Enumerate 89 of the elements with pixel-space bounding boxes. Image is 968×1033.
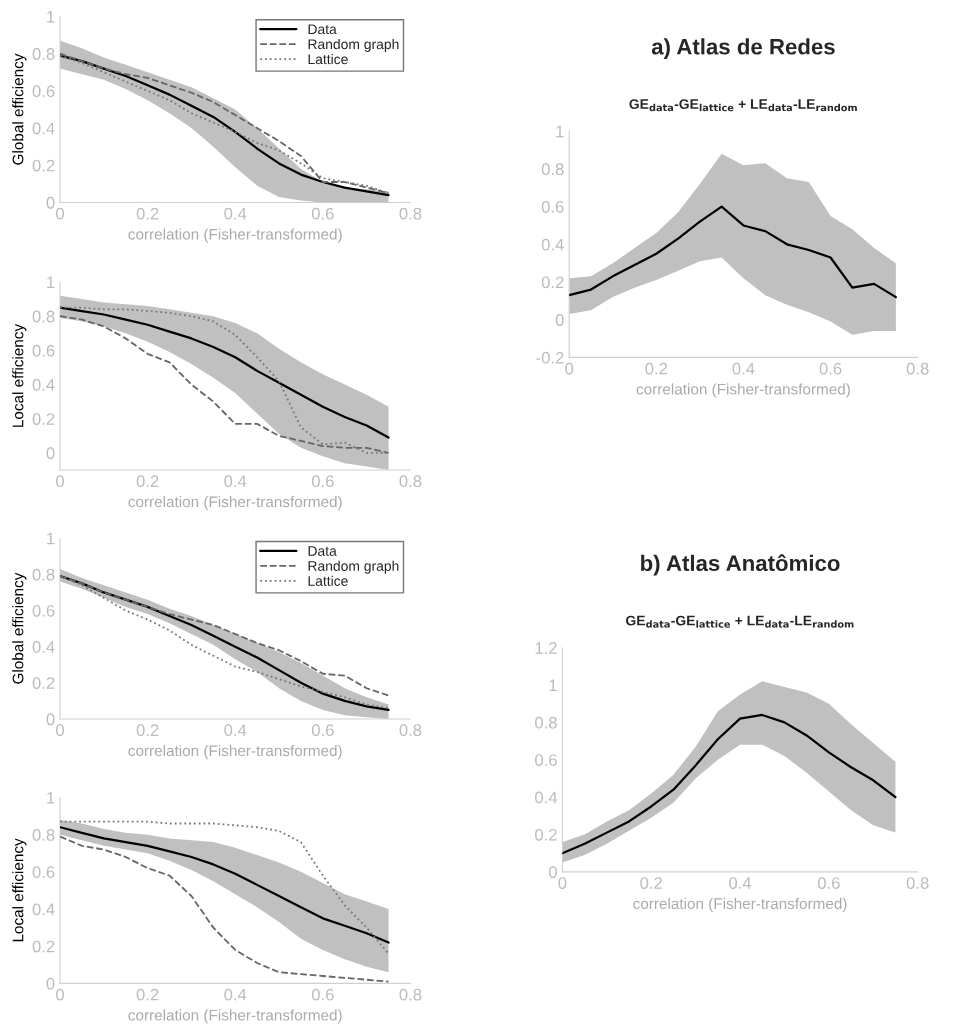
legend-label: Data — [308, 24, 337, 35]
x-tick-label: 0.4 — [729, 877, 752, 889]
x-tick-label: 0 — [565, 362, 574, 375]
y-tick-label: 1.2 — [535, 642, 557, 654]
x-axis-title: correlation (Fisher-transformed) — [128, 744, 342, 760]
x-tick-label: 0.6 — [311, 475, 334, 488]
x-tick-label: 0.6 — [817, 877, 840, 889]
y-tick-label: 0 — [46, 713, 55, 726]
y-tick-label: 0 — [548, 866, 557, 879]
y-tick-label: 0.4 — [32, 641, 55, 653]
y-tick-label: 0.6 — [32, 604, 55, 617]
legend-label: Data — [308, 546, 337, 556]
x-axis-title: correlation (Fisher-transformed) — [636, 383, 850, 398]
x-tick-label: 0.8 — [906, 877, 929, 889]
x-axis-title: correlation (Fisher-transformed) — [128, 228, 342, 243]
x-tick-label: 0.6 — [311, 207, 334, 220]
x-tick-label: 0.2 — [136, 724, 159, 737]
x-tick-label: 0 — [56, 988, 64, 1001]
y-tick-label: -0.2 — [536, 351, 564, 364]
y-tick-label: 1 — [556, 125, 564, 138]
x-tick-label: 0.8 — [906, 362, 929, 375]
y-tick-label: 1 — [47, 532, 55, 545]
chart-subtitle: GE$_{data}$-GE$_{lattice}$ + LE$_{data}$-LE$_{random}$ — [629, 99, 857, 112]
y-tick-label: 0.6 — [535, 754, 557, 766]
x-axis-title: correlation (Fisher-transformed) — [633, 897, 847, 913]
chart-title: a) Atlas de Redes — [651, 38, 835, 59]
x-tick-label: 0.8 — [399, 724, 422, 737]
y-tick-label: 0.2 — [541, 276, 564, 289]
x-tick-label: 0.4 — [224, 724, 247, 737]
y-axis-title: Global efficiency — [12, 53, 27, 165]
y-axis-title: Global efficiency — [12, 572, 27, 684]
y-tick-label: 0.8 — [32, 48, 55, 60]
x-tick-label: 0.4 — [224, 207, 247, 220]
x-axis-title: correlation (Fisher-transformed) — [128, 1009, 342, 1024]
legend-label: Lattice — [308, 53, 348, 65]
y-tick-label: 0.2 — [32, 677, 55, 690]
y-tick-label: 0.6 — [32, 344, 55, 357]
y-tick-label: 0 — [46, 447, 55, 460]
y-tick-label: 0.4 — [32, 122, 55, 135]
x-tick-label: 0.4 — [224, 475, 247, 488]
legend-label: Lattice — [308, 575, 348, 586]
x-tick-label: 0.8 — [399, 988, 422, 1001]
y-tick-label: 1 — [47, 792, 55, 804]
y-tick-label: 0 — [46, 977, 55, 990]
y-tick-label: 1 — [47, 276, 55, 289]
x-tick-label: 0 — [56, 724, 64, 737]
x-tick-label: 0.8 — [399, 475, 422, 488]
y-tick-label: 0.4 — [535, 791, 558, 804]
y-tick-label: 0.8 — [541, 163, 564, 176]
y-tick-label: 0 — [555, 314, 564, 326]
x-axis-title: correlation (Fisher-transformed) — [128, 495, 342, 511]
x-tick-label: 0 — [56, 207, 64, 220]
y-tick-label: 0.8 — [535, 716, 557, 729]
line-series — [569, 205, 897, 299]
legend-label: Random graph — [308, 38, 399, 52]
line-series — [60, 835, 390, 983]
y-tick-label: 0 — [46, 196, 55, 209]
y-tick-label: 0.2 — [32, 940, 55, 953]
x-tick-label: 0.2 — [136, 475, 159, 488]
x-tick-label: 0.2 — [645, 362, 668, 375]
legend-label: Random graph — [308, 560, 399, 574]
x-tick-label: 0.6 — [311, 724, 334, 737]
y-tick-label: 0.8 — [32, 568, 55, 581]
x-tick-label: 0.2 — [136, 988, 159, 1001]
x-tick-label: 0.2 — [640, 877, 662, 889]
y-tick-label: 0.6 — [32, 85, 55, 98]
y-axis-title: Local efficiency — [12, 323, 27, 427]
x-tick-label: 0.6 — [311, 988, 334, 1001]
y-tick-label: 0.8 — [32, 310, 55, 323]
y-tick-label: 1 — [549, 679, 557, 692]
line-series — [562, 713, 897, 855]
y-tick-label: 0.8 — [32, 829, 55, 841]
x-tick-label: 0.8 — [399, 207, 422, 220]
y-tick-label: 0.6 — [32, 866, 55, 879]
x-tick-label: 0.4 — [732, 362, 755, 375]
x-tick-label: 0.4 — [224, 988, 247, 1001]
chart-subtitle: GE$_{data}$-GE$_{lattice}$ + LE$_{data}$-LE$_{random}$ — [626, 615, 854, 628]
y-tick-label: 0.2 — [535, 828, 557, 841]
y-tick-label: 0.4 — [541, 238, 564, 251]
x-tick-label: 0.2 — [136, 207, 159, 220]
y-axis-title: Local efficiency — [12, 838, 27, 942]
y-tick-label: 1 — [47, 11, 55, 23]
y-tick-label: 0.2 — [32, 159, 55, 172]
y-tick-label: 0.4 — [32, 903, 55, 916]
y-tick-label: 0.2 — [32, 413, 55, 425]
x-tick-label: 0.6 — [819, 362, 842, 375]
x-tick-label: 0 — [56, 475, 64, 488]
chart-title: b) Atlas Anatômico — [641, 554, 840, 576]
y-tick-label: 0.4 — [32, 378, 55, 391]
